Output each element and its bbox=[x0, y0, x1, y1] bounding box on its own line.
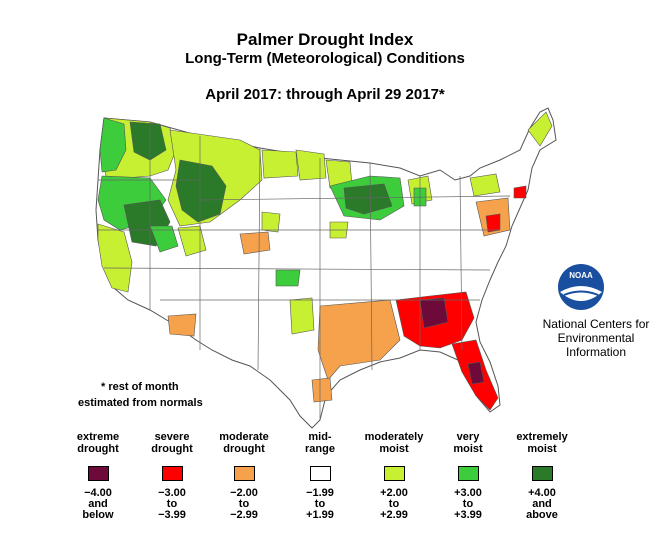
legend-extreme-drought: extreme drought −4.00 and below bbox=[60, 431, 136, 521]
legend-label: moist bbox=[379, 443, 409, 455]
legend-swatch bbox=[309, 466, 331, 481]
moist-region-maine bbox=[527, 111, 553, 147]
legend-swatch bbox=[457, 466, 479, 481]
legend-label: extreme bbox=[76, 431, 120, 443]
legend-range: +2.99 bbox=[380, 509, 408, 521]
legend-range: −1.99 bbox=[306, 487, 334, 499]
severe-drought-new-jersey bbox=[485, 213, 501, 233]
legend-range: and bbox=[532, 498, 552, 510]
very-moist-nevada bbox=[149, 225, 179, 253]
legend-range: above bbox=[526, 509, 558, 521]
map-subtitle: Long-Term (Meteorological) Conditions bbox=[185, 50, 465, 67]
legend-range: to bbox=[314, 498, 326, 510]
moderate-drought-south-texas bbox=[311, 377, 333, 403]
severe-drought-connecticut bbox=[513, 185, 527, 199]
legend-swatch bbox=[233, 466, 255, 481]
legend-range: −2.00 bbox=[230, 487, 258, 499]
map-period: April 2017: through April 29 2017* bbox=[205, 86, 445, 103]
org-line1: National Centers for bbox=[542, 317, 650, 331]
legend-label: range bbox=[305, 443, 335, 455]
legend-range: −2.99 bbox=[230, 509, 258, 521]
legend-label: moist bbox=[527, 443, 557, 455]
moderate-drought-arizona bbox=[167, 313, 197, 337]
moist-region-montana-east bbox=[261, 149, 299, 179]
legend-label: drought bbox=[151, 443, 193, 455]
extreme-drought-georgia bbox=[419, 297, 449, 329]
legend-range: +2.00 bbox=[380, 487, 408, 499]
moist-region-new-york bbox=[469, 173, 501, 197]
legend-range: to bbox=[462, 498, 474, 510]
legend-mid-range: mid-range −1.99 to +1.99 bbox=[282, 431, 358, 521]
legend-very-moist: very moist +3.00 to +3.99 bbox=[430, 431, 506, 521]
legend-range: to bbox=[238, 498, 250, 510]
legend-range: +1.99 bbox=[306, 509, 334, 521]
legend-label: moist bbox=[453, 443, 483, 455]
moderate-drought-colorado bbox=[239, 231, 271, 255]
legend-range: +4.00 bbox=[528, 487, 556, 499]
extreme-moist-idaho-wyoming bbox=[175, 159, 227, 223]
very-moist-washington-coast bbox=[99, 117, 127, 173]
legend-label: drought bbox=[77, 443, 119, 455]
moist-region-northern-plains bbox=[295, 149, 327, 181]
extreme-moist-cascades bbox=[129, 121, 167, 161]
legend-label: severe bbox=[154, 431, 190, 443]
legend-range: to bbox=[388, 498, 400, 510]
map-title: Palmer Drought Index bbox=[236, 30, 414, 49]
legend-label: moderately bbox=[364, 431, 424, 443]
legend-range: to bbox=[166, 498, 178, 510]
legend-swatch bbox=[87, 466, 109, 481]
state-borders bbox=[98, 122, 511, 420]
legend-range: +3.00 bbox=[454, 487, 482, 499]
legend-extremely-moist: extremely moist +4.00 and above bbox=[504, 431, 580, 521]
moist-region-nevada-utah bbox=[177, 225, 207, 257]
legend-range: +3.99 bbox=[454, 509, 482, 521]
noaa-logo-icon: NOAA bbox=[558, 264, 604, 310]
org-line3: Information bbox=[565, 345, 627, 359]
moist-region-california bbox=[97, 223, 133, 293]
legend-severe-drought: severe drought −3.00 to −3.99 bbox=[134, 431, 210, 521]
estimate-note-line2: estimated from normals bbox=[78, 397, 203, 409]
legend-range: −3.00 bbox=[158, 487, 186, 499]
moist-region-texas-panhandle bbox=[289, 297, 315, 335]
legend-label: mid- bbox=[308, 431, 332, 443]
legend-label: moderate bbox=[219, 431, 269, 443]
legend-label: extremely bbox=[516, 431, 568, 443]
org-line2: Environmental bbox=[557, 331, 635, 345]
legend-range: and bbox=[88, 498, 108, 510]
legend-swatch bbox=[531, 466, 553, 481]
legend-swatch bbox=[161, 466, 183, 481]
legend-moderate-drought: moderate drought −2.00 to −2.99 bbox=[206, 431, 282, 521]
extreme-drought-florida bbox=[467, 361, 485, 385]
noaa-logo-text: NOAA bbox=[569, 271, 593, 280]
extreme-moist-upper-midwest bbox=[343, 183, 393, 215]
estimate-note-line1: * rest of month bbox=[101, 381, 179, 393]
legend-label: very bbox=[456, 431, 480, 443]
moist-region-kansas bbox=[261, 211, 281, 233]
legend-moderately-moist: moderately moist +2.00 to +2.99 bbox=[356, 431, 432, 521]
legend-swatch bbox=[383, 466, 405, 481]
legend-label: drought bbox=[223, 443, 265, 455]
legend-range: below bbox=[82, 509, 114, 521]
legend-range: −3.99 bbox=[158, 509, 186, 521]
legend-range: −4.00 bbox=[84, 487, 112, 499]
very-moist-oklahoma bbox=[275, 269, 301, 287]
